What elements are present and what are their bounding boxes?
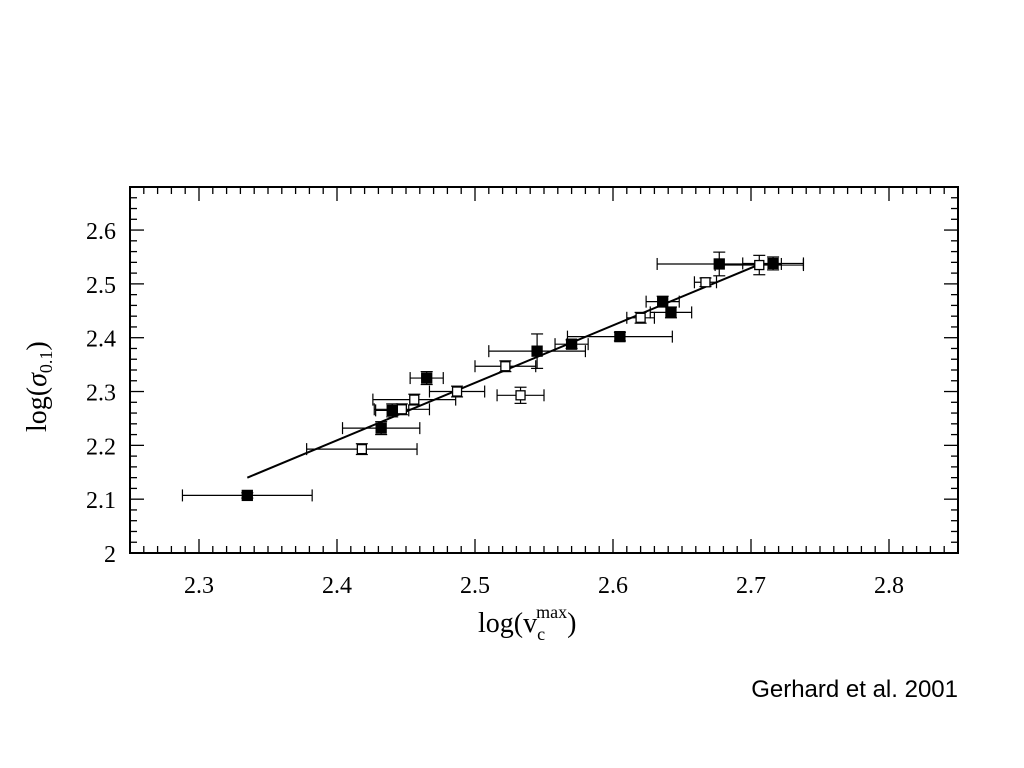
x-tick-label: 2.4 (322, 573, 352, 599)
filled-data-point (488, 333, 587, 369)
open-data-point (496, 386, 545, 404)
axis-tick-labels: 2.3 2.4 2.5 2.6 2.7 2.8 2 2.1 2.2 2.3 2.4 2.5 2.6 (86, 219, 904, 599)
filled-square-marker (241, 489, 253, 502)
citation-text: Gerhard et al. 2001 (751, 676, 958, 703)
open-data-point (373, 403, 431, 416)
x-axis-label-sub: c (537, 624, 545, 644)
x-axis-label-close: ) (567, 608, 576, 639)
x-tick-label: 2.5 (460, 573, 490, 599)
filled-square-marker (657, 295, 669, 308)
filled-square-marker (565, 338, 578, 350)
open-data-point (474, 360, 537, 373)
filled-data-point (409, 371, 444, 386)
open-square-marker (396, 404, 408, 415)
y-tick-label: 2.6 (86, 219, 116, 245)
x-axis-label-main: log(v (478, 608, 537, 639)
open-square-marker (700, 277, 711, 288)
x-axis-label-sup: max (536, 602, 567, 622)
filled-square-marker (713, 258, 725, 270)
plot-frame (129, 186, 959, 554)
filled-square-marker (421, 372, 433, 384)
open-square-marker (500, 361, 511, 372)
y-axis-label-sub: 0.1 (36, 351, 56, 374)
data-points (181, 251, 805, 502)
y-tick-label: 2 (104, 542, 116, 568)
y-axis-label: log(σ0.1) (22, 341, 56, 432)
y-tick-label: 2.5 (86, 273, 116, 299)
filled-square-marker (386, 404, 398, 417)
open-data-point (693, 276, 718, 289)
filled-data-point (341, 421, 421, 436)
y-tick-label: 2.4 (86, 327, 116, 353)
x-tick-label: 2.7 (736, 573, 766, 599)
filled-data-point (566, 330, 673, 343)
filled-square-marker (767, 257, 779, 270)
open-square-marker (754, 259, 765, 271)
y-axis-label-main: log( (22, 387, 53, 432)
open-data-point (714, 254, 805, 276)
open-square-marker (356, 443, 367, 455)
filled-square-marker (614, 330, 626, 343)
open-data-point (372, 393, 457, 406)
x-tick-label: 2.6 (598, 573, 628, 599)
y-tick-label: 2.3 (86, 381, 116, 407)
y-tick-label: 2.2 (86, 434, 116, 460)
filled-square-marker (375, 422, 387, 434)
filled-data-point (645, 295, 680, 308)
filled-square-marker (531, 345, 543, 357)
open-data-point (306, 443, 418, 456)
filled-square-marker (665, 306, 677, 319)
filled-data-point (181, 489, 313, 502)
filled-data-point (649, 306, 693, 319)
open-data-point (626, 311, 656, 324)
open-square-marker (451, 386, 463, 397)
open-square-marker (635, 312, 646, 323)
open-square-marker (515, 390, 526, 401)
x-axis-label: log(vcmax) (478, 602, 576, 644)
y-axis-label-close: ) (22, 341, 53, 350)
y-axis-label-greek: σ (22, 372, 53, 387)
y-tick-label: 2.1 (86, 488, 116, 514)
x-tick-label: 2.8 (874, 573, 904, 599)
open-data-point (428, 385, 486, 398)
open-square-marker (409, 394, 420, 405)
x-tick-label: 2.3 (184, 573, 214, 599)
filled-data-point (554, 338, 589, 351)
axis-ticks (129, 186, 959, 554)
